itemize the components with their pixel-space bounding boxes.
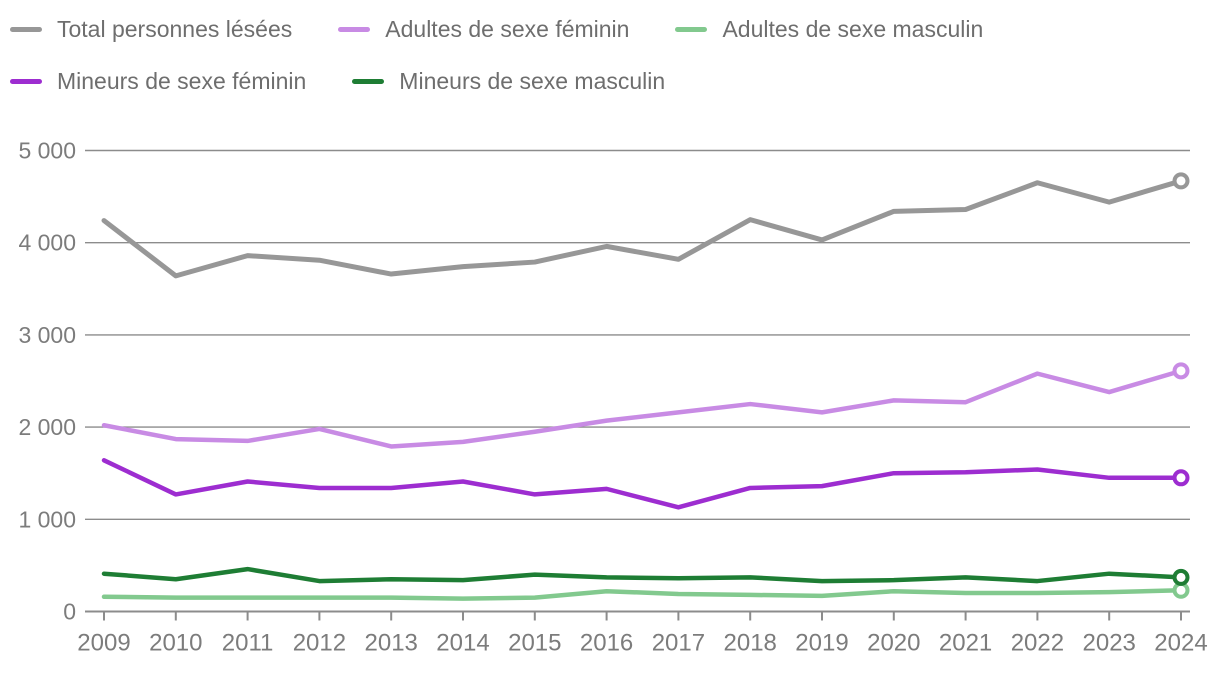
legend-swatch-adultes-masculin [675,27,708,33]
legend-label-adultes-feminin: Adultes de sexe féminin [385,16,630,42]
x-tick-label: 2014 [436,630,489,657]
legend-item-total[interactable]: Total personnes lésées [10,16,292,44]
x-tick-label: 2021 [939,630,992,657]
legend-label-adultes-masculin: Adultes de sexe masculin [722,16,984,42]
legend-item-mineurs-masculin[interactable]: Mineurs de sexe masculin [352,68,665,96]
x-tick-label: 2012 [293,630,346,657]
x-tick-label: 2018 [724,630,777,657]
x-tick-label: 2020 [867,630,920,657]
y-tick-label: 3 000 [18,322,76,348]
x-tick-label: 2011 [222,630,274,657]
x-tick-label: 2015 [508,630,561,657]
series-line-adultes-masculin [101,588,1184,602]
x-tick-label: 2010 [149,630,202,657]
legend-swatch-total [10,27,42,33]
end-marker-mineurs-feminin [1172,469,1190,487]
end-marker-mineurs-masculin [1172,569,1190,587]
chart-legend: Total personnes lésées Adultes de sexe f… [0,0,1190,95]
end-marker-adultes-feminin [1172,362,1190,380]
line-chart: 0 1 000 2 000 3 000 4 000 5 000 2009 2010 2011 20… [18,138,1207,657]
x-tick-label: 2016 [580,630,633,657]
chart-area: 0 1 000 2 000 3 000 4 000 5 000 2009 2010 2011 20… [0,109,1220,684]
legend-swatch-adultes-feminin [338,27,371,33]
end-marker-total [1172,172,1190,190]
legend-label-total: Total personnes lésées [57,16,293,42]
y-tick-label: 2 000 [18,414,76,440]
legend-item-adultes-feminin[interactable]: Adultes de sexe féminin [338,16,629,44]
x-tick-label: 2024 [1154,630,1207,657]
x-tick-label: 2017 [652,630,705,657]
x-tick-label: 2009 [77,630,130,657]
series-line-total [101,178,1184,279]
legend-swatch-mineurs-masculin [352,78,385,84]
y-tick-label: 1 000 [18,506,76,532]
series-line-mineurs-masculin [101,567,1184,584]
x-tick-label: 2013 [365,630,418,657]
legend-swatch-mineurs-feminin [10,78,42,84]
series-line-mineurs-feminin [101,458,1184,510]
legend-item-mineurs-feminin[interactable]: Mineurs de sexe féminin [10,68,306,96]
y-tick-label: 5 000 [18,138,76,164]
y-tick-label: 0 [63,599,76,625]
x-tick-label: 2019 [795,630,848,657]
legend-label-mineurs-feminin: Mineurs de sexe féminin [57,67,307,94]
legend-label-mineurs-masculin: Mineurs de sexe masculin [399,67,666,94]
legend-item-adultes-masculin[interactable]: Adultes de sexe masculin [675,16,983,44]
series-line-adultes-feminin [101,368,1184,449]
x-tick-label: 2023 [1083,630,1136,657]
x-tick-label: 2022 [1011,630,1064,657]
y-tick-label: 4 000 [18,230,76,256]
